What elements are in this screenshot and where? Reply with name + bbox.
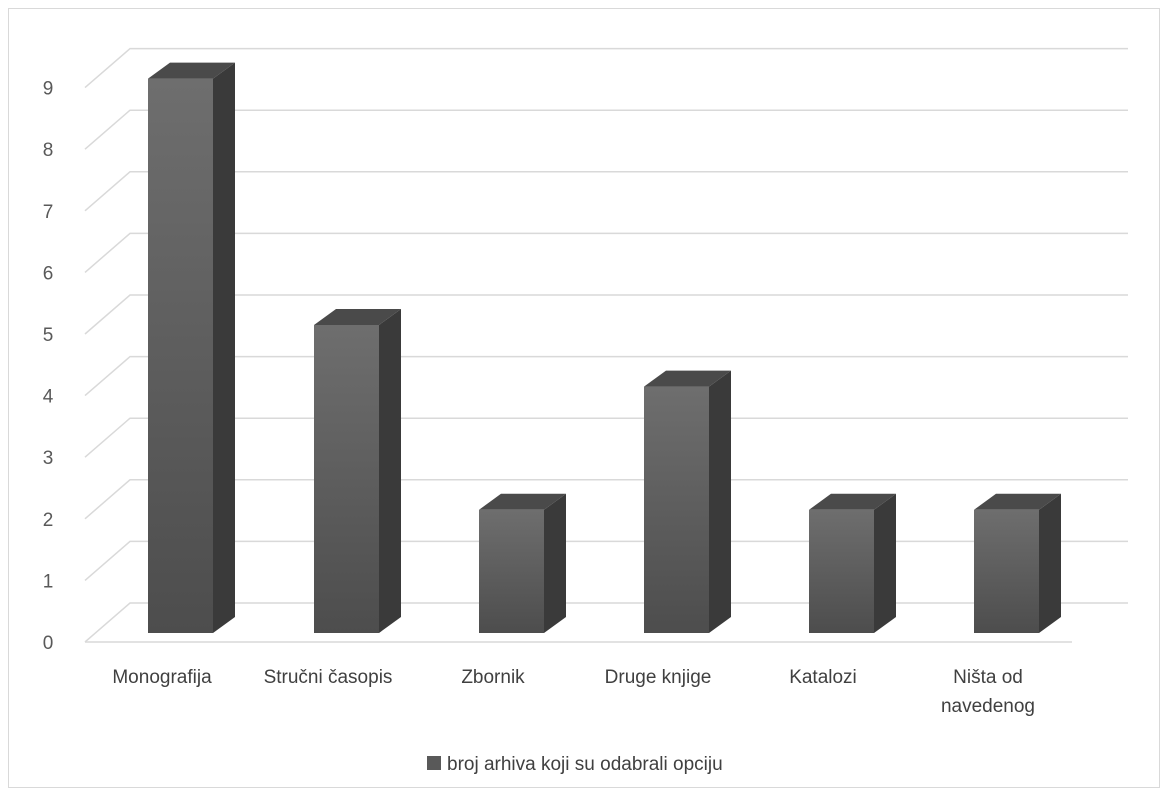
bar-side	[874, 493, 896, 633]
bar-side	[213, 62, 235, 634]
bar-top	[314, 309, 401, 325]
x-category-label: Stručni časopis	[264, 667, 393, 688]
y-tick-label: 4	[43, 387, 54, 408]
bar	[148, 62, 235, 634]
y-tick-label: 7	[43, 202, 54, 223]
gridline	[84, 47, 1128, 89]
x-category-label: Katalozi	[789, 667, 857, 688]
bar-side	[379, 309, 401, 633]
bar-top	[644, 370, 731, 387]
bar	[314, 309, 401, 633]
x-axis-labels: Monografija Stručni časopis Zbornik Druge k…	[112, 667, 1035, 717]
bar-side	[1039, 493, 1061, 633]
gridline	[84, 479, 1128, 520]
floor-line	[84, 602, 1128, 643]
gridline	[84, 232, 1128, 273]
bars	[148, 62, 1061, 634]
x-category-label: Zbornik	[461, 667, 525, 688]
gridline	[84, 294, 1128, 335]
x-category-label: Monografija	[112, 667, 212, 688]
bar-front	[479, 509, 544, 633]
bar-side	[709, 370, 731, 633]
bar-top	[148, 62, 235, 79]
bar-front	[314, 325, 379, 633]
y-tick-label: 5	[43, 325, 54, 346]
bar-front	[148, 78, 213, 634]
legend-swatch	[427, 756, 441, 770]
gridline	[84, 355, 1128, 397]
bar	[644, 370, 731, 633]
bar-top	[479, 493, 566, 510]
gridline	[84, 417, 1128, 458]
y-tick-label: 1	[43, 571, 54, 592]
y-axis-ticks: 0 1 2 3 4 5 6 7 8 9	[43, 79, 54, 654]
legend: broj arhiva koji su odabrali opciju	[427, 754, 723, 775]
y-tick-label: 8	[43, 140, 54, 161]
legend-label: broj arhiva koji su odabrali opciju	[447, 754, 723, 775]
bar-front	[809, 509, 874, 633]
gridline	[84, 540, 1128, 581]
gridline	[84, 171, 1128, 212]
bar	[809, 493, 896, 633]
bar-front	[974, 509, 1039, 633]
x-category-label: Ništa od navedenog	[941, 667, 1035, 717]
y-tick-label: 0	[43, 633, 54, 654]
y-tick-label: 2	[43, 510, 54, 531]
bar-front	[644, 386, 709, 633]
x-category-label: Druge knjige	[605, 667, 712, 688]
gridlines	[84, 47, 1128, 643]
y-tick-label: 9	[43, 79, 54, 100]
y-tick-label: 3	[43, 448, 54, 469]
y-tick-label: 6	[43, 263, 54, 284]
bar	[974, 493, 1061, 633]
bar-side	[544, 493, 566, 633]
bar-top	[974, 493, 1061, 510]
gridline	[84, 109, 1128, 150]
bar-top	[809, 493, 896, 510]
bar	[479, 493, 566, 633]
